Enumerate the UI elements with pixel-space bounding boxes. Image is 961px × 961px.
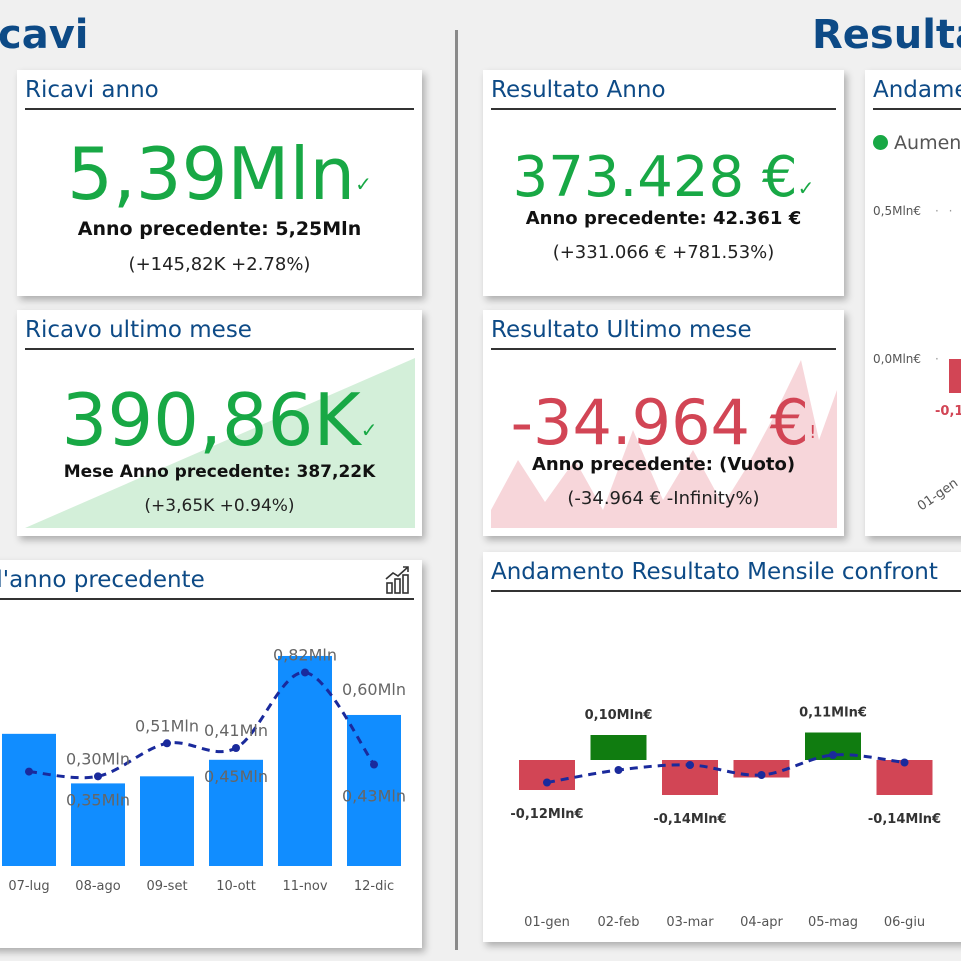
x-axis-label: 02-feb: [597, 915, 639, 930]
kpi-previous: Anno precedente: 5,25Mln: [77, 218, 362, 240]
kpi-value-text: 373.428 €: [512, 145, 798, 210]
check-icon: ✓: [355, 172, 372, 196]
revenue-bar: [209, 759, 263, 866]
legend-label: Aumen: [894, 132, 961, 154]
kpi-value-text: 5,39Mln: [67, 132, 356, 216]
card-title: Andame: [873, 74, 961, 110]
x-axis-label: 11-nov: [282, 879, 327, 894]
result-data-label: -0,14Mln€: [653, 812, 726, 827]
kpi-card-revenue-year[interactable]: Ricavi anno 5,39Mln✓ Anno precedente: 5,…: [17, 70, 422, 296]
x-axis-label: 12-dic: [354, 879, 394, 894]
revenue-data-label: 0,60Mln: [342, 680, 406, 699]
revenue-chart: 07-lug 08-ago 09-set 10-ott 11-nov 12-dic 0,30…: [2, 645, 406, 894]
kpi-delta: (+3,65K +0.94%): [144, 496, 295, 516]
trend-area: [25, 358, 415, 528]
previous-year-point: [370, 760, 378, 769]
previous-year-data-label: 0,30Mln: [66, 749, 130, 768]
result-data-label: 0,10Mln€: [585, 708, 653, 723]
revenue-data-label: 0,45Mln: [204, 767, 268, 786]
previous-year-point: [163, 739, 171, 748]
y-axis-label: 0,5Mln€: [873, 204, 922, 218]
revenue-monthly-chart-card[interactable]: ll'anno precedente 07-lug 08-ago 09-set 10-…: [0, 560, 422, 948]
x-axis-label: 07-lug: [8, 879, 49, 894]
previous-year-data-label: 0,41Mln: [204, 721, 268, 740]
kpi-value: -34.964 €!: [483, 388, 844, 458]
trend-area: [491, 360, 837, 528]
result-data-label: -0,14Mln€: [868, 812, 941, 827]
previous-year-point: [757, 771, 766, 779]
previous-year-data-label: 0,51Mln: [135, 716, 199, 735]
previous-year-data-label: 0,82Mln: [273, 645, 337, 664]
x-axis-label: 01-gen: [915, 475, 961, 515]
previous-year-point: [829, 751, 837, 759]
previous-year-point: [543, 778, 551, 787]
kpi-previous: Anno precedente: 42.361 €: [525, 208, 802, 229]
legend-dot-icon: [873, 135, 888, 150]
previous-year-data-label: 0,43Mln: [342, 787, 406, 806]
kpi-previous: Anno precedente: (Vuoto): [531, 454, 796, 475]
chart-legend: Aumen: [873, 132, 961, 154]
x-axis-label: 01-gen: [524, 915, 570, 930]
card-title: ll'anno precedente: [0, 564, 414, 600]
x-axis-label: 04-apr: [740, 915, 783, 930]
kpi-card-result-year[interactable]: Resultato Anno 373.428 €✓ Anno precedent…: [483, 70, 844, 296]
revenue-bar: [71, 783, 125, 866]
result-data-label: 0,11Mln€: [799, 706, 867, 721]
kpi-value-text: -34.964 €: [510, 386, 810, 459]
gridline: · · · ·: [935, 204, 961, 218]
kpi-value: 5,39Mln✓: [17, 132, 422, 216]
y-axis-label: 0,0Mln€: [873, 352, 922, 366]
card-title: Resultato Anno: [491, 74, 836, 110]
alert-icon: !: [809, 422, 817, 443]
kpi-delta: (+331.066 € +781.53%): [552, 242, 775, 263]
revenue-bar: [278, 655, 332, 866]
x-axis-label: 05-mag: [808, 915, 858, 930]
previous-year-point: [301, 668, 309, 677]
x-axis-label: 08-ago: [75, 879, 120, 894]
check-icon: ✓: [360, 418, 378, 442]
card-title: Andamento Resultato Mensile confront: [491, 556, 961, 592]
card-title: Ricavi anno: [25, 74, 414, 110]
kpi-value: 390,86K✓: [17, 378, 422, 462]
section-divider: [455, 30, 458, 950]
previous-year-point: [686, 761, 694, 769]
kpi-value-text: 390,86K: [61, 378, 361, 462]
bar: [949, 359, 961, 393]
revenue-bar: [2, 733, 56, 866]
kpi-card-result-month[interactable]: Resultato Ultimo mese -34.964 €! Anno pr…: [483, 310, 844, 536]
previous-year-point: [25, 767, 33, 776]
x-axis-label: 09-set: [146, 879, 187, 894]
kpi-previous: Mese Anno precedente: 387,22K: [63, 462, 376, 482]
x-axis-label: 10-ott: [216, 879, 256, 894]
kpi-value: 373.428 €✓: [483, 146, 844, 210]
analytics-icon[interactable]: [384, 564, 414, 596]
revenue-section-title: cavi: [0, 12, 89, 58]
kpi-card-revenue-month[interactable]: Ricavo ultimo mese 390,86K✓ Mese Anno pr…: [17, 310, 422, 536]
check-icon: ✓: [797, 176, 815, 200]
previous-year-point: [900, 758, 909, 767]
bar-label: -0,12: [935, 404, 961, 419]
kpi-delta: (-34.964 € -Infinity%): [567, 488, 760, 509]
result-chart: 01-gen -0,12Mln€ 02-feb 0,10Mln€ 03-mar -0,14…: [510, 706, 941, 931]
previous-year-line: [28, 670, 376, 780]
card-title: Resultato Ultimo mese: [491, 314, 836, 350]
revenue-data-label: 0,35Mln: [66, 790, 130, 809]
x-axis-label: 06-giu: [884, 915, 925, 930]
x-axis-label: 03-mar: [666, 915, 714, 930]
result-monthly-chart-card[interactable]: Andamento Resultato Mensile confront 01-…: [483, 552, 961, 942]
kpi-delta: (+145,82K +2.78%): [128, 254, 311, 275]
result-bar: [590, 735, 647, 760]
revenue-bar: [140, 776, 194, 866]
revenue-bar: [347, 714, 401, 866]
previous-year-point: [232, 744, 240, 752]
andamento-chart-card[interactable]: Andame Aumen 0,5Mln€ · · · · 0,0Mln€ · -…: [865, 70, 961, 536]
gridline: ·: [935, 352, 939, 366]
previous-year-line: [546, 753, 905, 784]
result-data-label: -0,12Mln€: [510, 807, 583, 822]
card-title: Ricavo ultimo mese: [25, 314, 414, 350]
result-section-title: Resulta: [812, 12, 961, 58]
previous-year-point: [614, 766, 623, 774]
previous-year-point: [94, 772, 102, 781]
